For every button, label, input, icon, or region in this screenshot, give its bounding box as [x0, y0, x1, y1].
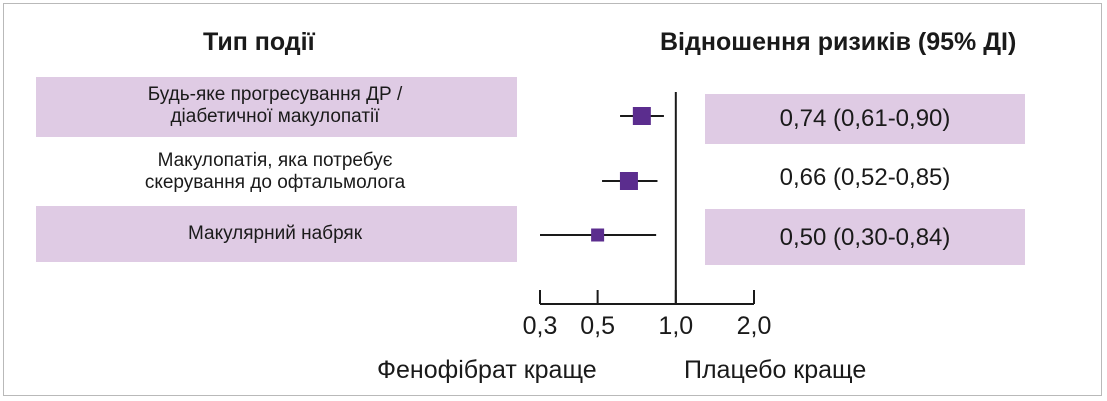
x-tick-label-4: 2,0: [737, 312, 772, 340]
row-1-label-line1: Будь-яке прогресування ДР /: [147, 84, 403, 105]
hazard-ratio-header: Відношення ризиків (95% ДІ): [660, 28, 1017, 56]
row-1-ci-bg: [705, 94, 1025, 144]
row-2-label-line1: Макулопатія, яка потребує: [157, 150, 393, 171]
hr-marker-row-2: [619, 172, 638, 190]
row-2-label: Макулопатія, яка потребує скерування до …: [36, 150, 514, 194]
row-1-label-line2: діабетичної макулопатії: [170, 106, 380, 127]
row-3-label: Макулярний набряк: [36, 223, 514, 245]
x-tick-label-2: 0,5: [580, 312, 615, 340]
row-2-label-line2: скерування до офтальмолога: [144, 172, 406, 193]
row-3-ci-bg: [705, 209, 1025, 265]
row-3-label-bg: [36, 206, 517, 262]
row-1-label: Будь-яке прогресування ДР / діабетичної …: [36, 84, 514, 128]
hr-marker-row-1: [632, 107, 651, 125]
row-3-label-line1: Макулярний набряк: [187, 223, 363, 244]
row-2-ci-text: 0,66 (0,52-0,85): [779, 164, 951, 191]
row-1-label-bg: [36, 77, 517, 137]
row-3-ci-text: 0,50 (0,30-0,84): [779, 224, 951, 251]
favours-fenofibrate-label: Фенофібрат краще: [377, 356, 597, 384]
row-1-ci-text: 0,74 (0,61-0,90): [779, 105, 951, 132]
favours-placebo-label: Плацебо краще: [684, 356, 867, 384]
figure-frame: [3, 3, 1102, 396]
event-type-header: Тип події: [203, 28, 315, 56]
x-tick-label-3: 1,0: [658, 312, 693, 340]
x-tick-label-1: 0,3: [523, 312, 558, 340]
hr-marker-row-3: [591, 228, 605, 242]
